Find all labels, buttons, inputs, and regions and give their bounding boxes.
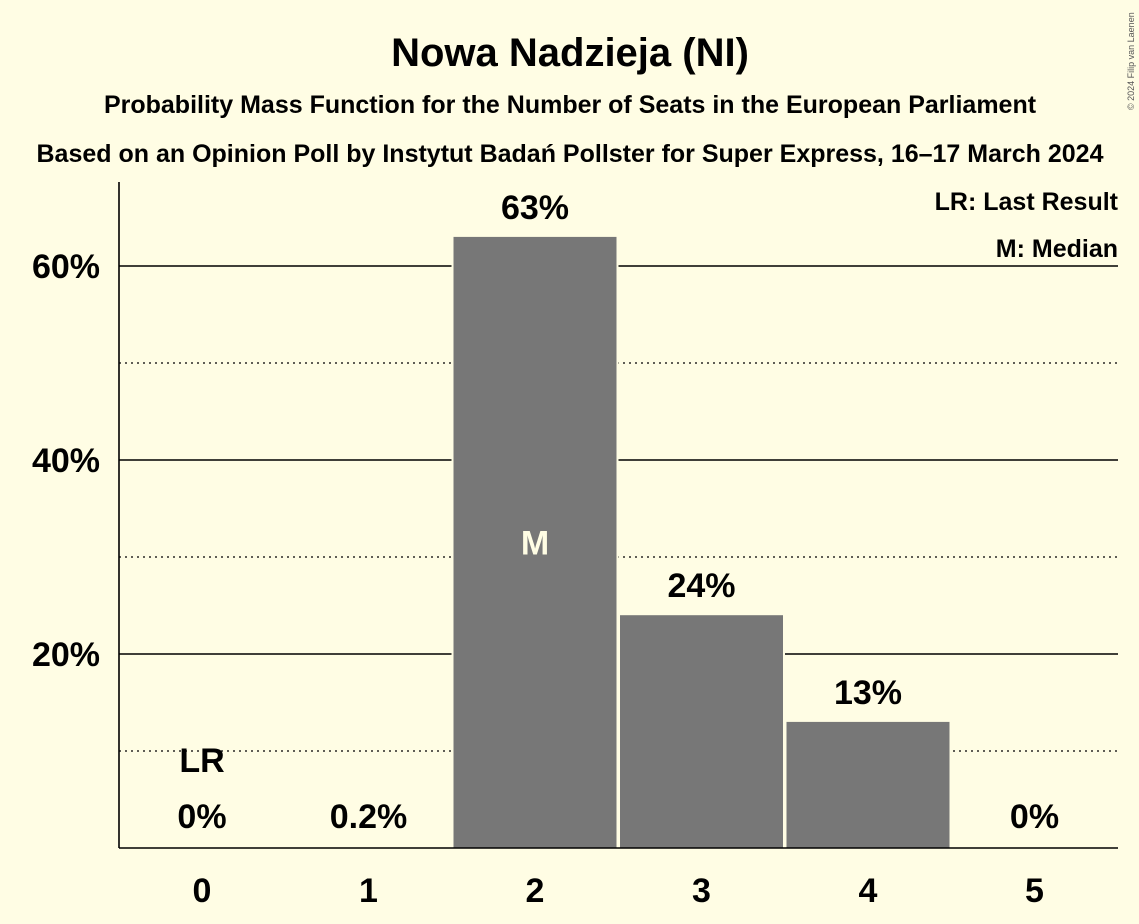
y-tick-label: 60% [32,248,100,286]
chart-subtitle: Probability Mass Function for the Number… [104,91,1037,119]
bar [620,615,783,848]
legend-last-result: LR: Last Result [935,188,1119,216]
x-tick-label: 2 [526,872,545,910]
last-result-marker: LR [179,742,224,780]
bar [786,721,950,848]
data-label: 0% [1010,798,1059,836]
bar [453,236,617,848]
chart-title: Nowa Nadzieja (NI) [391,31,749,75]
median-marker: M [521,524,549,562]
x-tick-label: 0 [193,872,212,910]
x-tick-label: 5 [1025,872,1044,910]
legend-median: M: Median [996,235,1118,263]
data-label: 24% [667,567,735,605]
x-tick-label: 1 [359,872,378,910]
data-label: 0.2% [330,798,408,836]
x-tick-label: 3 [692,872,711,910]
labels-layer: 20% 40% 60% 0 1 2 3 4 5 0% 0.2% 63% 24% 13% 0% M LR [32,189,1059,910]
chart-source-line: Based on an Opinion Poll by Instytut Bad… [37,140,1104,168]
copyright-notice: © 2024 Filip van Laenen [1126,12,1136,110]
bars-layer [451,234,952,848]
y-tick-label: 20% [32,636,100,674]
data-label: 0% [177,798,226,836]
x-tick-label: 4 [859,872,878,910]
data-label: 63% [501,189,569,227]
y-tick-label: 40% [32,442,100,480]
axis-layer [118,182,1118,849]
data-label: 13% [834,674,902,712]
